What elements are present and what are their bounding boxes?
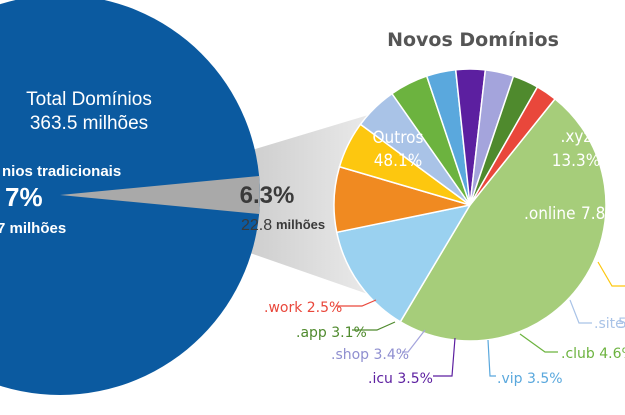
slice-label-site: .site [594, 316, 624, 332]
slice-label-xyz: .xyz [561, 127, 592, 147]
traditional-label: nios tradicionais [2, 163, 121, 180]
new-domains-share: 6.3% [240, 182, 295, 209]
slice-label-icu: .icu 3.5% [368, 371, 433, 387]
new-domains-wedge [60, 176, 260, 214]
total-label: Total Domínios [26, 89, 152, 110]
slice-label-shop: .shop 3.4% [331, 347, 409, 363]
slice-value-site: 5 [618, 316, 625, 332]
slice-value-outros: 48.1% [374, 151, 423, 171]
new-domains-value: 22.8 [241, 217, 272, 234]
slice-value-online: 7.8% [581, 204, 620, 224]
new-domains-unit: milhões [276, 217, 325, 232]
pie-slice-xyz [335, 203, 472, 323]
leader-lines [336, 261, 625, 377]
chart-title: Novos Domínios [387, 29, 559, 51]
slice-label-vip: .vip 3.5% [497, 371, 563, 387]
traditional-share: 7% [5, 182, 43, 212]
slice-label-outros: Outros [373, 128, 424, 148]
slice-label-work: .work 2.5% [264, 300, 342, 316]
traditional-value: 7 milhões [0, 220, 66, 237]
pie-slice-work [469, 85, 557, 206]
slice-label-club: .club 4.6% [561, 346, 625, 362]
new-domains-pie [333, 68, 607, 342]
slice-label-app: .app 3.1% [296, 325, 367, 341]
pie-slice-Outros [399, 97, 607, 342]
total-value: 363.5 milhões [30, 113, 148, 134]
slice-value-xyz: 13.3% [552, 151, 601, 171]
slice-label-online: .online [524, 204, 576, 224]
